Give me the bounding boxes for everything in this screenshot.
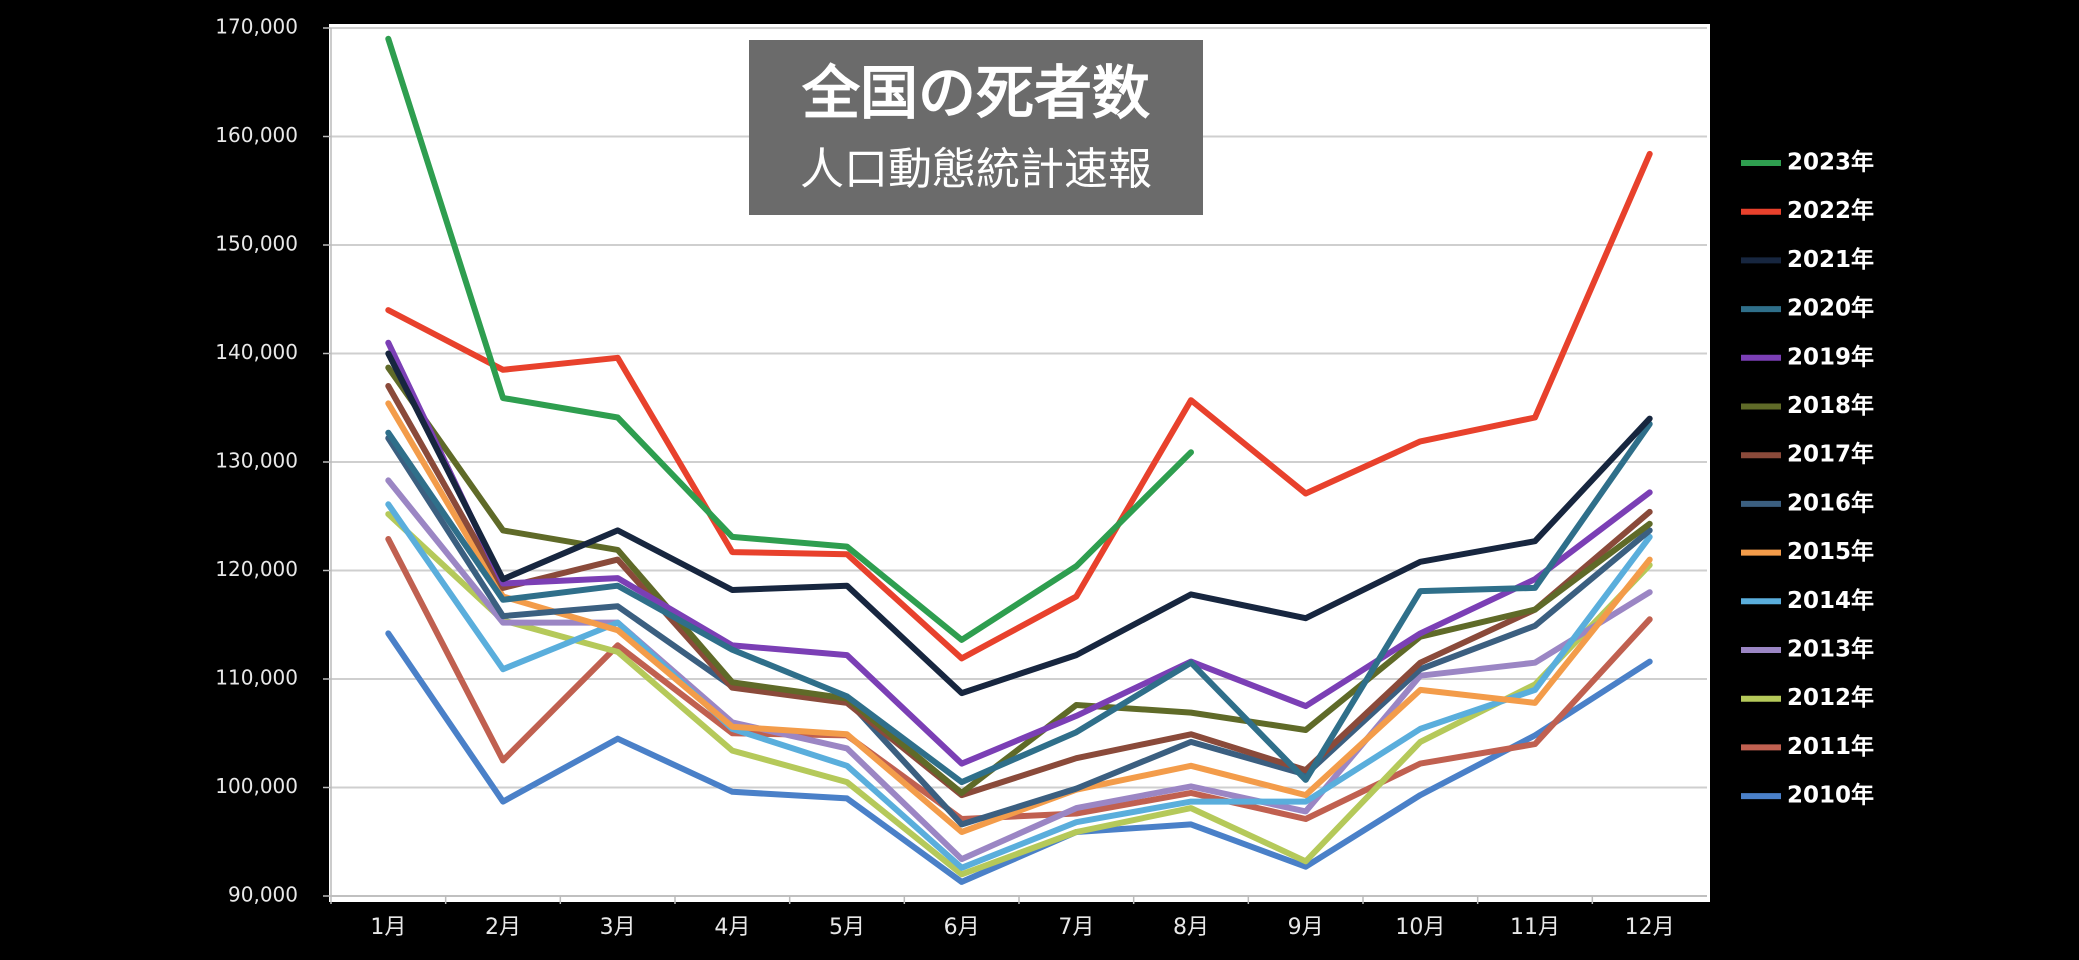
x-tick-label: 5月 (829, 915, 865, 940)
series-line (385, 339, 1653, 767)
series-line (385, 536, 1653, 822)
y-tick-label: 130,000 (215, 449, 298, 473)
series-line (385, 364, 1653, 796)
title-box (749, 40, 1203, 215)
series-line (385, 630, 1653, 885)
chart-subtitle: 人口動態統計速報 (800, 144, 1152, 195)
series-line (385, 400, 1653, 835)
series-line (385, 435, 1653, 828)
legend-label: 2019年 (1787, 343, 1874, 370)
x-tick-label: 1月 (370, 915, 406, 940)
lines (385, 35, 1653, 885)
series-line (385, 511, 1653, 878)
x-tick-label: 12月 (1625, 915, 1675, 940)
series-line (385, 501, 1653, 871)
y-tick-label: 90,000 (228, 883, 298, 907)
legend-label: 2018年 (1787, 392, 1874, 419)
x-tick-label: 6月 (944, 915, 980, 940)
series-line (385, 150, 1653, 662)
legend-label: 2014年 (1787, 587, 1874, 614)
x-tick-label: 9月 (1288, 915, 1324, 940)
x-tick-label: 2月 (485, 915, 521, 940)
series-line (385, 35, 1194, 643)
series-line (385, 350, 1653, 697)
legend-label: 2021年 (1787, 246, 1874, 273)
y-tick-label: 140,000 (215, 340, 298, 364)
y-tick-label: 120,000 (215, 557, 298, 581)
legend-label: 2010年 (1787, 782, 1874, 809)
legend-label: 2016年 (1787, 489, 1874, 516)
legend: 2023年 2022年 2021年 2020年 2019年 2018年 2017年 2016年… (1741, 149, 1874, 809)
legend-label: 2011年 (1787, 733, 1874, 760)
y-tick-label: 160,000 (215, 123, 298, 147)
y-tick-label: 150,000 (215, 232, 298, 256)
x-tick-label: 11月 (1510, 915, 1560, 940)
y-tick-label: 170,000 (215, 15, 298, 39)
chart-title: 全国の死者数 (801, 59, 1150, 127)
x-tick-label: 3月 (600, 915, 636, 940)
legend-label: 2017年 (1787, 441, 1874, 468)
legend-label: 2015年 (1787, 538, 1874, 565)
legend-label: 2020年 (1787, 295, 1874, 322)
y-tick-label: 110,000 (215, 666, 298, 690)
x-tick-label: 10月 (1395, 915, 1445, 940)
legend-label: 2012年 (1787, 684, 1874, 711)
x-tick-label: 8月 (1173, 915, 1209, 940)
legend-label: 2013年 (1787, 636, 1874, 663)
legend-label: 2023年 (1787, 149, 1874, 176)
series-line (385, 383, 1653, 799)
labels: 90,000 100,000 110,000 120,000 130,000 140,00… (215, 15, 1674, 941)
legend-label: 2022年 (1787, 197, 1874, 224)
series-line (385, 421, 1653, 786)
y-tick-label: 100,000 (215, 774, 298, 798)
x-tick-label: 4月 (714, 915, 750, 940)
x-tick-label: 7月 (1058, 915, 1094, 940)
